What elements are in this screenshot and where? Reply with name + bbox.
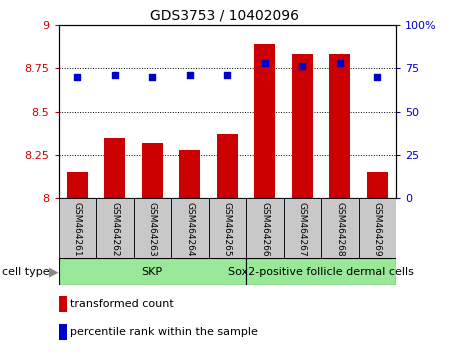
Bar bbox=[171, 198, 208, 258]
Bar bbox=[321, 198, 359, 258]
Bar bbox=[367, 172, 387, 198]
Text: GSM464265: GSM464265 bbox=[223, 202, 232, 257]
Text: GSM464264: GSM464264 bbox=[185, 202, 194, 257]
Point bbox=[186, 72, 194, 78]
Bar bbox=[104, 138, 125, 198]
Point bbox=[299, 64, 306, 69]
Text: GSM464268: GSM464268 bbox=[335, 202, 344, 257]
Point bbox=[111, 72, 118, 78]
Bar bbox=[67, 172, 88, 198]
Bar bbox=[96, 198, 134, 258]
Point bbox=[224, 72, 231, 78]
Text: Sox2-positive follicle dermal cells: Sox2-positive follicle dermal cells bbox=[228, 267, 414, 277]
Bar bbox=[58, 258, 246, 285]
Bar bbox=[254, 44, 275, 198]
Text: GDS3753 / 10402096: GDS3753 / 10402096 bbox=[150, 9, 300, 23]
Text: percentile rank within the sample: percentile rank within the sample bbox=[70, 327, 257, 337]
Bar bbox=[246, 198, 284, 258]
Text: transformed count: transformed count bbox=[70, 299, 174, 309]
Point bbox=[148, 74, 156, 80]
Text: GSM464263: GSM464263 bbox=[148, 202, 157, 257]
Text: GSM464267: GSM464267 bbox=[298, 202, 307, 257]
Text: GSM464261: GSM464261 bbox=[73, 202, 82, 257]
Point bbox=[74, 74, 81, 80]
Point bbox=[261, 60, 268, 66]
Text: SKP: SKP bbox=[142, 267, 163, 277]
Bar bbox=[142, 143, 162, 198]
Text: GSM464266: GSM464266 bbox=[260, 202, 269, 257]
Bar bbox=[329, 54, 350, 198]
Bar bbox=[134, 198, 171, 258]
Bar bbox=[359, 198, 396, 258]
Text: GSM464262: GSM464262 bbox=[110, 202, 119, 257]
Bar bbox=[284, 198, 321, 258]
Text: ▶: ▶ bbox=[49, 265, 58, 278]
Text: GSM464269: GSM464269 bbox=[373, 202, 382, 257]
Bar bbox=[208, 198, 246, 258]
Text: cell type: cell type bbox=[2, 267, 50, 276]
Point bbox=[336, 60, 343, 66]
Point bbox=[374, 74, 381, 80]
Bar bbox=[180, 150, 200, 198]
Bar bbox=[292, 54, 313, 198]
Bar bbox=[58, 198, 96, 258]
Bar bbox=[246, 258, 396, 285]
Bar bbox=[217, 134, 238, 198]
